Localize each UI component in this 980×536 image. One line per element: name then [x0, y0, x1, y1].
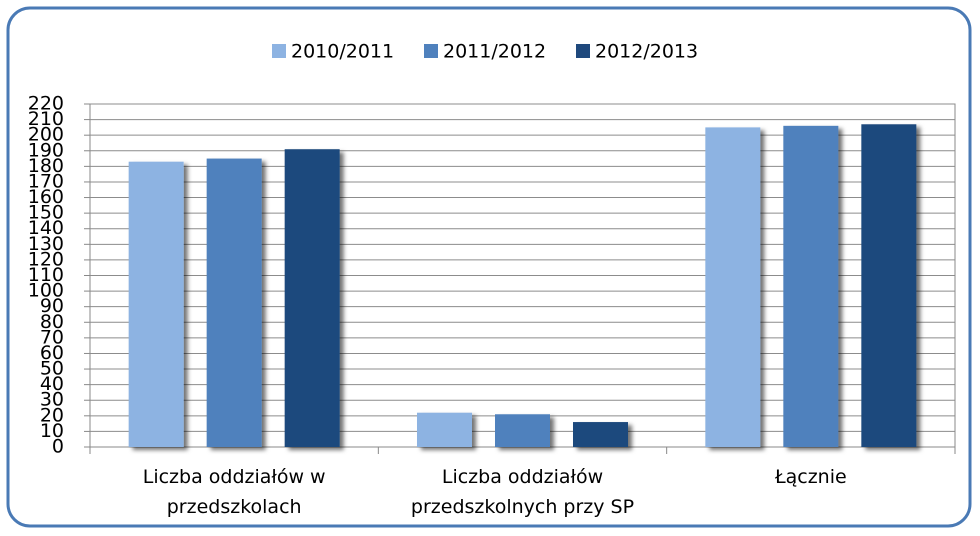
legend-label: 2010/2011 — [291, 41, 394, 63]
y-tick-label: 40 — [40, 373, 64, 395]
y-tick-label: 130 — [28, 233, 64, 255]
bar — [495, 414, 550, 447]
y-tick-label: 210 — [28, 108, 64, 130]
x-tick-label: Liczba oddziałów w przedszkolach — [142, 466, 326, 518]
bar — [128, 161, 184, 447]
y-tick-label: 0 — [52, 436, 64, 458]
bar — [206, 158, 262, 447]
y-tick-label: 200 — [28, 124, 64, 146]
y-tick-label: 90 — [40, 295, 64, 317]
legend-label: 2012/2013 — [595, 41, 698, 63]
y-tick-label: 180 — [28, 155, 64, 177]
y-tick-label: 150 — [28, 202, 64, 224]
y-tick-label: 60 — [40, 342, 64, 364]
bar — [573, 422, 628, 447]
bar — [284, 149, 340, 448]
legend-swatch — [272, 44, 286, 58]
bar — [417, 412, 472, 447]
y-tick-label: 100 — [28, 280, 64, 302]
x-tick-label: Liczba oddziałów przedszkolnych przy SP — [410, 466, 635, 518]
y-tick-label: 190 — [28, 139, 64, 161]
x-tick-label: Łącznie — [774, 466, 847, 488]
bar — [783, 125, 839, 447]
legend-swatch — [576, 44, 590, 58]
bar — [705, 127, 761, 448]
legend-swatch — [424, 44, 438, 58]
y-tick-label: 80 — [40, 311, 64, 333]
y-tick-label: 30 — [40, 389, 64, 411]
y-tick-label: 140 — [28, 217, 64, 239]
bar — [861, 124, 917, 447]
y-tick-label: 70 — [40, 326, 64, 348]
y-tick-label: 170 — [28, 170, 64, 192]
y-tick-label: 110 — [28, 264, 64, 286]
y-tick-label: 50 — [40, 358, 64, 380]
legend-label: 2011/2012 — [443, 41, 546, 63]
y-tick-label: 10 — [40, 420, 64, 442]
y-tick-label: 220 — [28, 93, 64, 115]
y-tick-label: 160 — [28, 186, 64, 208]
y-tick-label: 120 — [28, 248, 64, 270]
y-tick-label: 20 — [40, 404, 64, 426]
